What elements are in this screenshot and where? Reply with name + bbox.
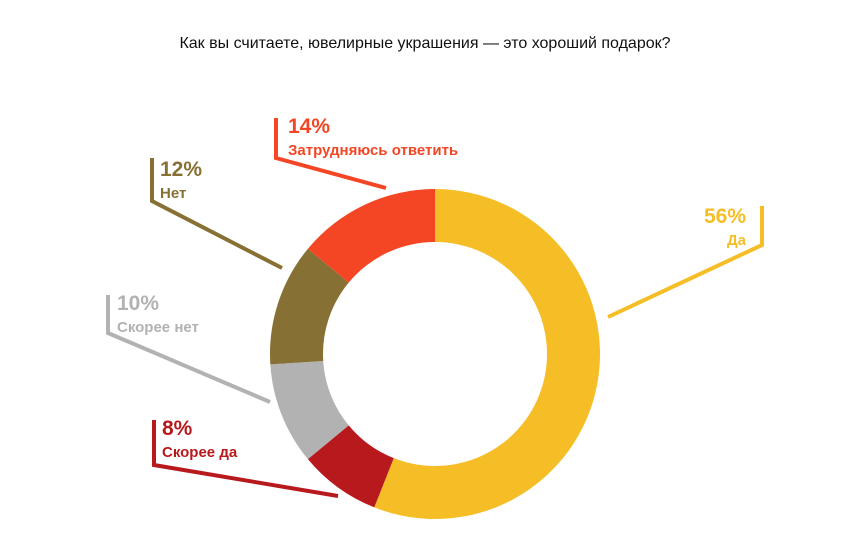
leader-line-net (150, 158, 283, 270)
value-label-zatrudnyayus: 14% (288, 115, 330, 138)
category-label-da: Да (727, 232, 747, 249)
chart-title: Как вы считаете, ювелирные украшения — э… (179, 35, 671, 52)
leader-line-skoree-da (152, 420, 339, 498)
leader-line-zatrudnyayus (274, 118, 387, 190)
slice-skoree-da (307, 425, 394, 508)
value-label-skoree-net: 10% (117, 292, 159, 315)
slice-zatrudnyayus (307, 189, 435, 283)
category-label-skoree-net: Скорее нет (117, 319, 199, 336)
leader-line-da (607, 206, 764, 319)
slice-da (374, 189, 601, 520)
value-label-net: 12% (160, 158, 202, 181)
slice-net (270, 248, 349, 365)
value-label-skoree-da: 8% (162, 417, 193, 440)
slice-skoree-net (270, 361, 349, 460)
category-label-net: Нет (160, 185, 186, 202)
value-label-da: 56% (704, 205, 746, 228)
category-label-skoree-da: Скорее да (162, 444, 238, 461)
category-label-zatrudnyayus: Затрудняюсь ответить (288, 142, 458, 159)
leader-line-skoree-net (106, 295, 271, 404)
